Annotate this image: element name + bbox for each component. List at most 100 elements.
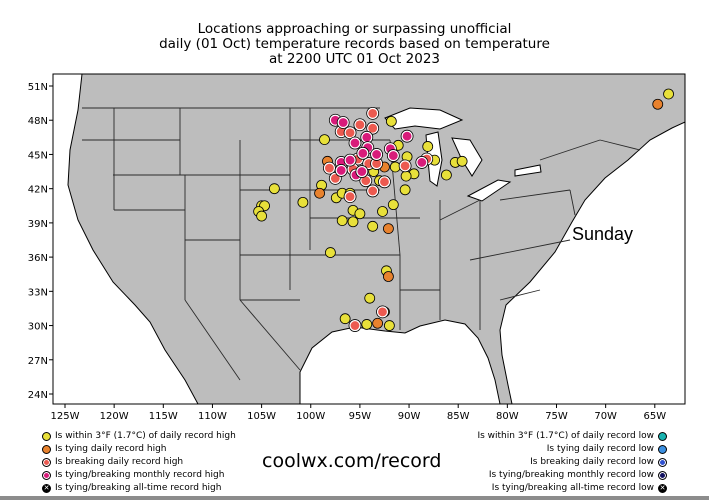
station-marker-month-high bbox=[350, 138, 360, 148]
lat-tick-label: 45N bbox=[28, 150, 48, 161]
station-marker-near-high bbox=[422, 141, 434, 152]
lat-tick-label: 51N bbox=[28, 82, 48, 93]
lat-tick-label: 27N bbox=[28, 356, 48, 367]
boundary-line bbox=[539, 139, 601, 161]
station-marker-near-high bbox=[336, 215, 348, 227]
lat-tick-label: 24N bbox=[28, 390, 48, 401]
lake-ontario bbox=[514, 164, 542, 177]
footer-divider bbox=[0, 496, 709, 500]
station-marker-month-high bbox=[336, 166, 346, 175]
station-marker-near-high bbox=[389, 161, 401, 173]
break-high-dot-icon bbox=[42, 458, 51, 467]
station-marker-break-high bbox=[330, 174, 340, 183]
station-marker-tie-high bbox=[652, 98, 664, 110]
near-high-dot-icon bbox=[42, 432, 51, 441]
station-marker-month-high bbox=[345, 155, 355, 165]
boundary-line bbox=[599, 139, 641, 151]
lon-tick-label: 100W bbox=[296, 411, 325, 422]
lon-tick-label: 80W bbox=[496, 411, 519, 422]
tie-low-dot-icon bbox=[658, 445, 667, 454]
near-low-dot-icon bbox=[658, 432, 667, 441]
station-marker-break-high bbox=[336, 127, 346, 137]
station-marker-break-high bbox=[345, 192, 355, 202]
boundary-line bbox=[439, 199, 481, 221]
pacific-ocean bbox=[52, 73, 199, 405]
lake-erie bbox=[466, 179, 512, 202]
lon-tick-label: 75W bbox=[545, 411, 568, 422]
legend-item: Is tying daily record high bbox=[42, 443, 236, 456]
legend-label: Is tying/breaking monthly record high bbox=[55, 470, 225, 480]
tie-high-dot-icon bbox=[42, 445, 51, 454]
legend-label: Is tying/breaking monthly record low bbox=[488, 470, 654, 480]
station-marker-near-high bbox=[385, 115, 397, 127]
legend-high: Is within 3°F (1.7°C) of daily record hi… bbox=[42, 430, 236, 495]
station-marker-break-high bbox=[380, 177, 389, 187]
legend-label: Is within 3°F (1.7°C) of daily record hi… bbox=[55, 431, 236, 441]
legend-low: Is within 3°F (1.7°C) of daily record lo… bbox=[477, 430, 667, 495]
station-marker-break-high bbox=[378, 307, 387, 317]
station-marker-month-high bbox=[417, 158, 427, 167]
station-marker-near-high bbox=[663, 88, 674, 100]
month-low-dot-icon bbox=[658, 471, 667, 480]
station-marker-near-high bbox=[377, 206, 388, 217]
station-marker-month-high bbox=[402, 131, 412, 141]
station-marker-near-high bbox=[297, 196, 309, 208]
station-marker-near-high bbox=[325, 247, 336, 258]
map-frame bbox=[52, 73, 686, 405]
atlantic-ocean bbox=[499, 121, 686, 405]
alltime-x-dot-icon: ✕ bbox=[42, 484, 51, 493]
station-marker-near-high bbox=[256, 210, 268, 222]
station-marker-near-high bbox=[347, 216, 359, 228]
break-low-dot-icon bbox=[658, 458, 667, 467]
station-marker-break-high bbox=[361, 176, 371, 186]
boundary-line bbox=[239, 299, 301, 371]
boundary-line bbox=[499, 189, 571, 201]
station-marker-near-high bbox=[387, 199, 399, 211]
station-marker-month-high bbox=[362, 132, 372, 142]
station-marker-break-high bbox=[400, 161, 410, 171]
legend-item: ✕ Is tying/breaking all-time record high bbox=[42, 482, 236, 495]
lat-tick-label: 30N bbox=[28, 322, 48, 333]
station-marker-near-high bbox=[339, 313, 351, 325]
station-marker-near-high bbox=[441, 169, 452, 181]
station-marker-near-high bbox=[383, 320, 395, 331]
station-marker-near-high bbox=[364, 292, 376, 304]
lon-tick-label: 115W bbox=[149, 411, 178, 422]
legend-item: Is within 3°F (1.7°C) of daily record hi… bbox=[42, 430, 236, 443]
station-marker-near-high bbox=[268, 183, 280, 195]
lon-tick-label: 70W bbox=[594, 411, 617, 422]
station-marker-near-high bbox=[456, 155, 468, 167]
station-marker-tie-high bbox=[383, 223, 394, 234]
lon-tick-label: 105W bbox=[247, 411, 276, 422]
station-marker-break-high bbox=[368, 108, 378, 118]
legend-item: Is within 3°F (1.7°C) of daily record lo… bbox=[477, 430, 667, 443]
boundary-line bbox=[184, 299, 241, 381]
lat-tick-label: 48N bbox=[28, 116, 48, 127]
month-high-dot-icon bbox=[42, 471, 51, 480]
title-line-3: at 2200 UTC 01 Oct 2023 bbox=[268, 51, 441, 67]
station-marker-tie-high bbox=[314, 187, 325, 199]
lon-tick-label: 95W bbox=[349, 411, 372, 422]
lon-tick-label: 120W bbox=[100, 411, 129, 422]
lon-tick-label: 90W bbox=[398, 411, 421, 422]
lon-tick-label: 110W bbox=[198, 411, 227, 422]
lon-tick-label: 125W bbox=[51, 411, 80, 422]
lat-tick-label: 36N bbox=[28, 253, 48, 264]
lat-tick-label: 33N bbox=[28, 287, 48, 298]
station-marker-near-high bbox=[319, 134, 330, 146]
legend-item: Is breaking daily record high bbox=[42, 456, 236, 469]
station-marker-near-high bbox=[354, 208, 366, 220]
day-label: Sunday bbox=[572, 224, 633, 244]
lon-tick-label: 85W bbox=[447, 411, 470, 422]
title-line-2: daily (01 Oct) temperature records based… bbox=[159, 36, 550, 52]
legend-label: Is within 3°F (1.7°C) of daily record lo… bbox=[477, 431, 654, 441]
map-title: Locations approaching or surpassing unof… bbox=[0, 22, 709, 67]
boundary-line bbox=[569, 189, 576, 216]
lat-tick-label: 42N bbox=[28, 185, 48, 196]
station-marker-near-high bbox=[399, 184, 411, 196]
gulf-of-mexico bbox=[299, 319, 501, 405]
legend-label: Is tying/breaking all-time record low bbox=[491, 483, 654, 493]
station-marker-break-high bbox=[368, 123, 378, 133]
legend-item: Is tying/breaking all-time record low ✕ bbox=[477, 482, 667, 495]
